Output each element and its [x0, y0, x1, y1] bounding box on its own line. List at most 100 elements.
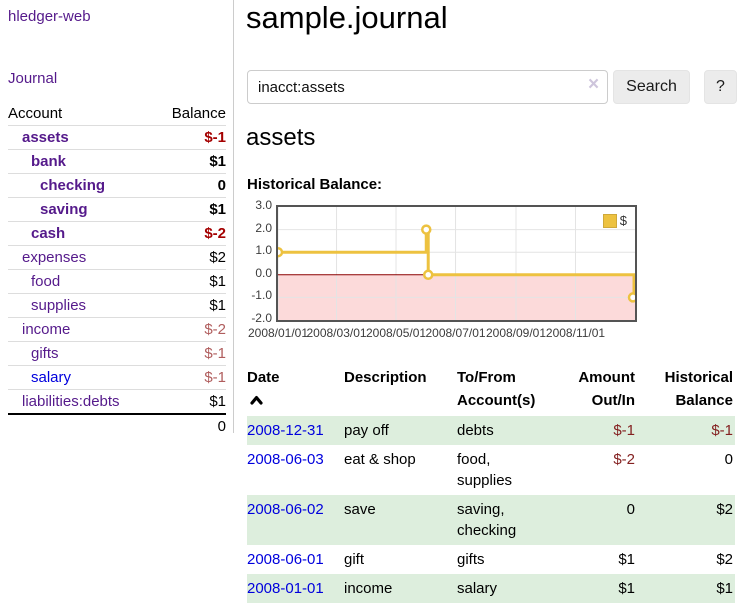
transaction-amount: $-2	[613, 451, 635, 468]
account-link[interactable]: checking	[40, 177, 106, 194]
transaction-amount: $1	[618, 551, 635, 568]
x-axis-tick-label: 2008/07/01	[425, 326, 486, 340]
account-row: supplies $1	[8, 293, 226, 318]
transaction-date-link[interactable]: 2008-01-01	[247, 580, 324, 597]
accounts-col-account: Account	[8, 105, 63, 122]
account-row: food $1	[8, 269, 226, 294]
account-row: expenses $2	[8, 245, 226, 270]
transaction-row: 2008-01-01 income salary $1 $1	[247, 574, 735, 603]
account-balance: $1	[209, 273, 226, 290]
transaction-date-link[interactable]: 2008-06-01	[247, 551, 324, 568]
transaction-accounts: salary	[457, 580, 498, 597]
transaction-date-link[interactable]: 2008-12-31	[247, 422, 324, 439]
account-heading: assets	[246, 124, 316, 151]
accounts-table: Account Balance assets $-1 bank $1 checking 0…	[8, 102, 226, 438]
x-axis-tick-label: 2008/05/01	[365, 326, 427, 340]
account-row: assets $-1	[8, 125, 226, 150]
sort-ascending-icon	[250, 389, 336, 412]
y-axis-tick-label: -2.0	[251, 311, 272, 325]
clear-search-icon[interactable]: ×	[588, 74, 600, 95]
transaction-row: 2008-06-01 gift gifts $1 $2	[247, 545, 735, 574]
transactions-table: Date Description To/From Account(s) Amoun…	[247, 363, 735, 603]
transaction-amount: $1	[618, 580, 635, 597]
transaction-description: income	[344, 580, 393, 597]
account-row: bank $1	[8, 149, 226, 174]
account-link[interactable]: salary	[31, 369, 72, 386]
x-axis-tick-label: 2008/01/01	[247, 326, 309, 340]
account-balance: $-1	[204, 129, 226, 146]
transaction-balance: 0	[724, 451, 733, 468]
transactions-header-row: Date Description To/From Account(s) Amoun…	[247, 363, 735, 416]
x-axis-tick-label: 2008/03/01	[306, 326, 367, 340]
search-button[interactable]: Search	[613, 70, 690, 104]
account-link[interactable]: expenses	[22, 249, 87, 266]
account-balance: $-2	[204, 321, 226, 338]
account-balance: $-1	[204, 345, 226, 362]
account-link[interactable]: income	[22, 321, 71, 338]
sidebar-item-journal[interactable]: Journal	[8, 70, 58, 87]
y-axis-tick-label: 2.0	[255, 220, 272, 235]
transaction-accounts: debts	[457, 422, 494, 439]
transaction-balance: $2	[716, 501, 733, 518]
account-row: income $-2	[8, 317, 226, 342]
account-balance: $-2	[204, 225, 226, 242]
transaction-amount: $-1	[613, 422, 635, 439]
account-row: cash $-2	[8, 221, 226, 246]
transaction-accounts: saving, checking	[457, 501, 517, 539]
transaction-row: 2008-12-31 pay off debts $-1 $-1	[247, 416, 735, 445]
y-axis-tick-label: 0.0	[255, 265, 272, 280]
col-tofrom-accounts: To/From Account(s)	[457, 369, 536, 409]
account-link[interactable]: supplies	[31, 297, 87, 314]
account-link[interactable]: gifts	[31, 345, 59, 362]
accounts-header-row: Account Balance	[8, 102, 226, 126]
account-balance: $1	[209, 153, 226, 170]
account-link[interactable]: assets	[22, 129, 69, 146]
sidebar-divider	[233, 0, 234, 433]
x-axis-tick-label: 2008/09/01	[485, 326, 547, 340]
page-title: sample.journal	[246, 0, 448, 35]
account-balance: $-1	[204, 369, 226, 386]
account-link[interactable]: bank	[31, 153, 67, 170]
y-axis-tick-label: 3.0	[255, 198, 272, 212]
account-balance: $1	[209, 297, 226, 314]
account-row: liabilities:debts $1	[8, 389, 226, 415]
accounts-total-value: 0	[217, 418, 226, 435]
transaction-row: 2008-06-02 save saving, checking 0 $2	[247, 495, 735, 545]
transaction-date-link[interactable]: 2008-06-03	[247, 451, 324, 468]
transaction-description: save	[344, 501, 376, 518]
col-historical-balance: Historical Balance	[664, 369, 733, 409]
account-link[interactable]: liabilities:debts	[22, 393, 120, 410]
account-row: gifts $-1	[8, 341, 226, 366]
transaction-description: eat & shop	[344, 451, 416, 468]
chart-plot-area: $	[276, 205, 637, 322]
account-link[interactable]: food	[31, 273, 61, 290]
transaction-balance: $-1	[711, 422, 733, 439]
transaction-date-link[interactable]: 2008-06-02	[247, 501, 324, 518]
help-button[interactable]: ?	[704, 70, 737, 104]
accounts-col-balance: Balance	[171, 105, 226, 122]
historical-balance-chart: $ 3.0 2.0 1.0 0.0 -1.0 -2.0 2008/01/01 2008/03/…	[246, 198, 646, 346]
account-link[interactable]: cash	[31, 225, 66, 242]
search-input[interactable]	[247, 70, 608, 104]
y-axis-tick-label: 1.0	[255, 243, 272, 258]
legend-swatch-icon	[602, 213, 617, 228]
chart-title: Historical Balance:	[247, 176, 383, 193]
account-row: checking 0	[8, 173, 226, 198]
x-axis-tick-label: 2008/11/01	[545, 326, 606, 340]
transaction-balance: $2	[716, 551, 733, 568]
account-balance: $2	[209, 249, 226, 266]
account-link[interactable]: saving	[40, 201, 88, 218]
legend-label: $	[619, 213, 627, 228]
transaction-description: pay off	[344, 422, 389, 439]
accounts-total-row: 0	[8, 414, 226, 438]
transaction-balance: $1	[716, 580, 733, 597]
chart-legend: $	[600, 212, 629, 229]
transaction-accounts: food, supplies	[457, 451, 513, 489]
y-axis-tick-label: -1.0	[251, 288, 272, 303]
col-date[interactable]: Date	[247, 363, 344, 416]
account-balance: 0	[217, 177, 226, 194]
col-description: Description	[344, 369, 427, 386]
app-title-link[interactable]: hledger-web	[8, 8, 91, 25]
transaction-amount: 0	[626, 501, 635, 518]
account-balance: $1	[209, 393, 226, 410]
